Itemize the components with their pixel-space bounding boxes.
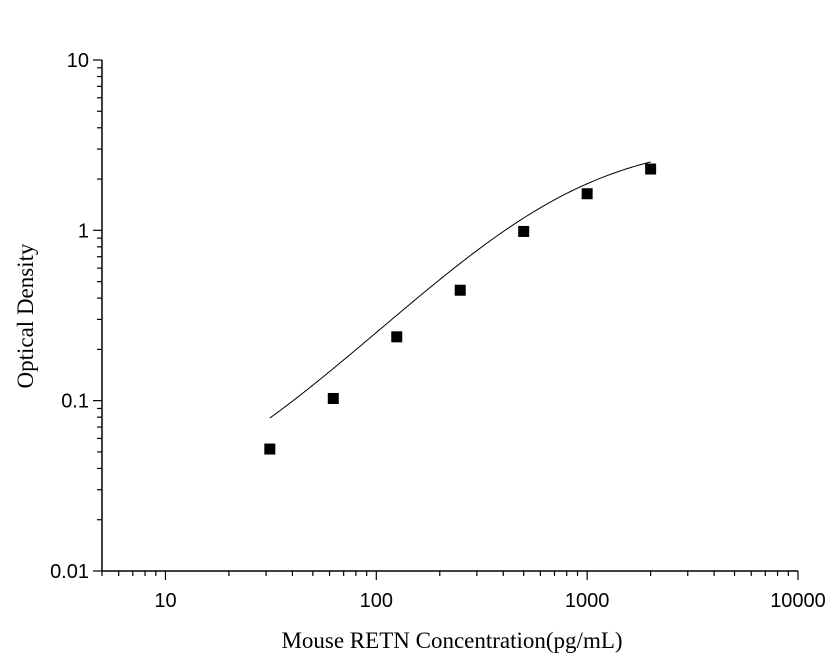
- x-tick-label: 100: [360, 590, 393, 612]
- data-points: [264, 163, 657, 455]
- data-point: [454, 284, 466, 296]
- x-axis-title: Mouse RETN Concentration(pg/mL): [281, 628, 622, 653]
- x-tick-label: 10000: [770, 590, 826, 612]
- y-tick-label: 1: [78, 220, 89, 242]
- y-tick-label: 0.01: [50, 561, 89, 583]
- axes: 10 100 1000 10000 0.01 0.1 1 10: [50, 50, 826, 612]
- x-tick-label: 10: [154, 590, 176, 612]
- data-point: [581, 188, 593, 200]
- data-point: [518, 225, 530, 237]
- data-point: [391, 331, 403, 343]
- y-tick-label: 10: [67, 50, 89, 72]
- y-tick-label: 0.1: [61, 391, 89, 413]
- y-axis-title: Optical Density: [13, 243, 38, 388]
- data-point: [645, 163, 657, 175]
- data-point: [264, 443, 276, 455]
- x-tick-label: 1000: [565, 590, 610, 612]
- fit-curve: [269, 161, 651, 419]
- data-point: [327, 392, 339, 404]
